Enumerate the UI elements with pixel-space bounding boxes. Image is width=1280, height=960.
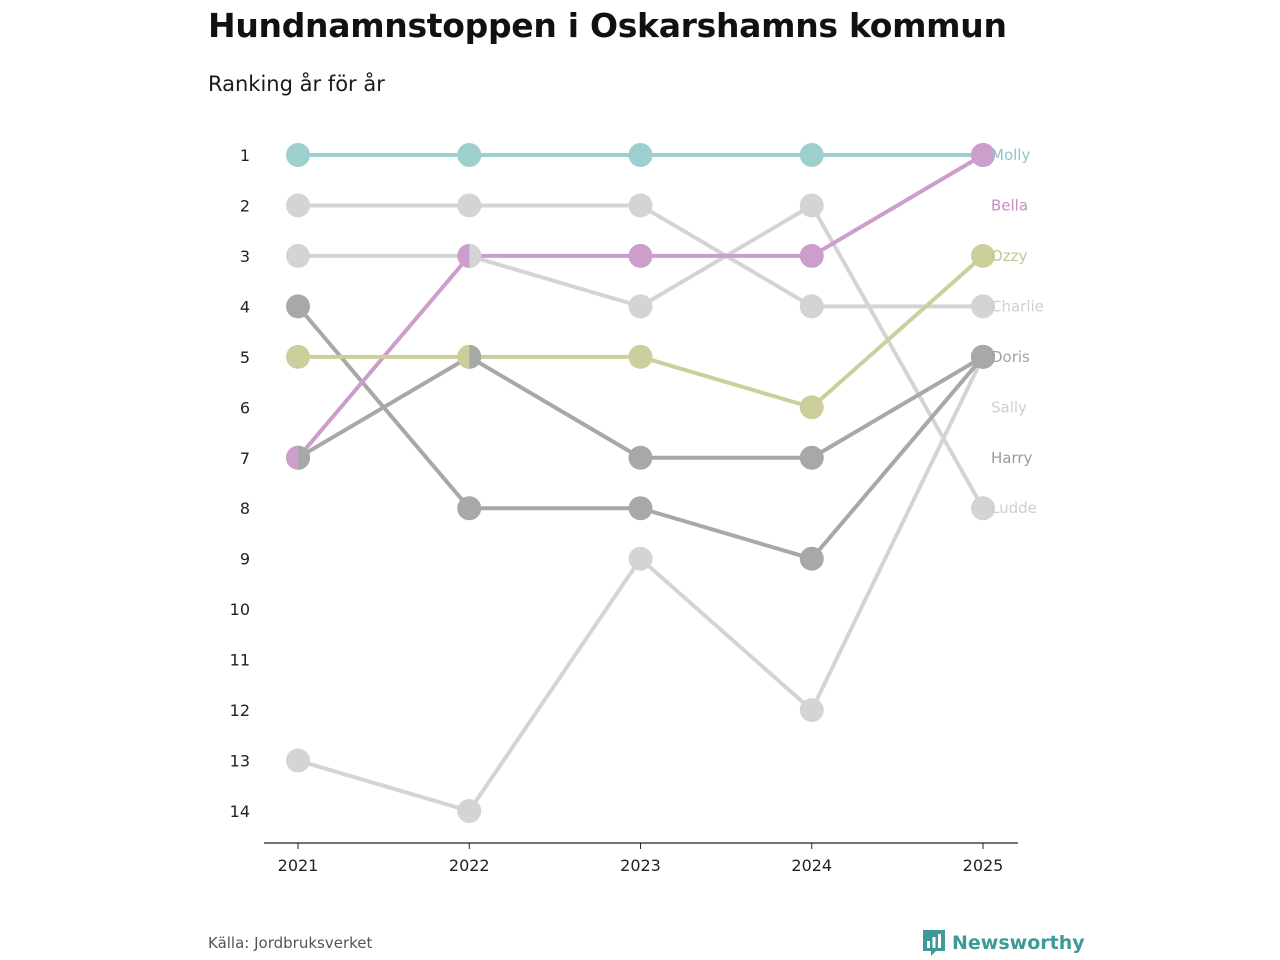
point-ozzy-2021 xyxy=(286,344,310,369)
end-label-bella: Bella xyxy=(991,196,1028,214)
end-label-sally: Sally xyxy=(991,398,1027,416)
point-ludde-2023 xyxy=(628,496,653,521)
chart-subtitle: Ranking år för år xyxy=(208,72,385,96)
point-doris-2022 xyxy=(457,799,482,823)
point-sally-2023 xyxy=(628,193,653,218)
point-bella-2024 xyxy=(799,243,824,268)
point-half-ozzy-2022 xyxy=(469,344,482,369)
x-tick-label: 2024 xyxy=(791,856,832,875)
point-harry-2023 xyxy=(628,445,653,470)
y-tick-label: 4 xyxy=(240,297,250,316)
y-tick-label: 5 xyxy=(240,348,250,367)
chart-title: Hundnamnstoppen i Oskarshamns kommun xyxy=(208,6,1007,45)
x-tick-label: 2022 xyxy=(449,856,490,875)
point-sally-2024 xyxy=(799,294,824,319)
point-sally-2025 xyxy=(971,294,995,319)
point-sally-2022 xyxy=(457,193,482,218)
y-tick-label: 14 xyxy=(230,802,250,821)
point-ludde-2024 xyxy=(799,546,824,571)
series-line-ozzy xyxy=(298,254,985,410)
x-tick-label: 2021 xyxy=(278,856,319,875)
point-half-bella-2022 xyxy=(469,243,482,268)
y-tick-label: 9 xyxy=(240,550,250,569)
point-charlie-2024 xyxy=(799,193,824,218)
brand-name: Newsworthy xyxy=(952,932,1085,954)
point-half-bella-2021 xyxy=(298,445,310,470)
x-tick-label: 2023 xyxy=(620,856,661,875)
end-label-ludde: Ludde xyxy=(991,499,1037,517)
point-charlie-2021 xyxy=(286,243,310,268)
end-label-ozzy: Ozzy xyxy=(991,247,1028,265)
point-molly-2023 xyxy=(628,143,653,167)
y-tick-label: 1 xyxy=(240,146,250,165)
point-ozzy-2024 xyxy=(799,395,824,420)
point-molly-2024 xyxy=(799,143,824,167)
y-tick-label: 10 xyxy=(230,600,250,619)
point-molly-2022 xyxy=(457,143,482,167)
y-tick-label: 6 xyxy=(240,398,250,417)
point-doris-2023 xyxy=(628,546,653,571)
point-ludde-2022 xyxy=(457,496,482,521)
point-ludde-2021 xyxy=(286,294,310,319)
end-label-molly: Molly xyxy=(991,146,1030,164)
series-end-labels: Molly Bella Ozzy Charlie Doris Sally Harry Ludd… xyxy=(991,146,1044,517)
point-doris-2024 xyxy=(799,698,824,723)
point-molly-2021 xyxy=(286,143,310,167)
point-harry-2024 xyxy=(799,445,824,470)
source-note: Källa: Jordbruksverket xyxy=(208,934,373,952)
y-tick-label: 7 xyxy=(240,449,250,468)
x-tick-labels: 2021 2022 2023 2024 2025 xyxy=(278,843,1004,875)
point-charlie-2023 xyxy=(628,294,653,319)
newsworthy-bar-chart-icon xyxy=(923,930,945,956)
point-doris-2021 xyxy=(286,748,310,773)
y-tick-label: 2 xyxy=(240,196,250,215)
x-tick-label: 2025 xyxy=(963,856,1004,875)
point-sally-2021 xyxy=(286,193,310,218)
series-points xyxy=(286,143,995,823)
end-label-doris: Doris xyxy=(991,348,1030,366)
y-tick-label: 3 xyxy=(240,247,250,266)
y-tick-label: 13 xyxy=(230,752,250,771)
point-bella-2023 xyxy=(628,243,653,268)
y-tick-label: 11 xyxy=(230,651,250,670)
y-tick-label: 12 xyxy=(230,701,250,720)
point-bella-2025 xyxy=(971,143,995,167)
point-charlie-2025 xyxy=(971,496,995,521)
point-ozzy-2023 xyxy=(628,344,653,369)
point-ludde-2025 xyxy=(971,344,995,369)
end-label-charlie: Charlie xyxy=(991,297,1044,315)
y-tick-label: 8 xyxy=(240,499,250,518)
brand-logo: Newsworthy xyxy=(922,929,1085,957)
point-ozzy-2025 xyxy=(971,243,995,268)
series-line-harry xyxy=(296,354,985,460)
end-label-harry: Harry xyxy=(991,449,1033,467)
